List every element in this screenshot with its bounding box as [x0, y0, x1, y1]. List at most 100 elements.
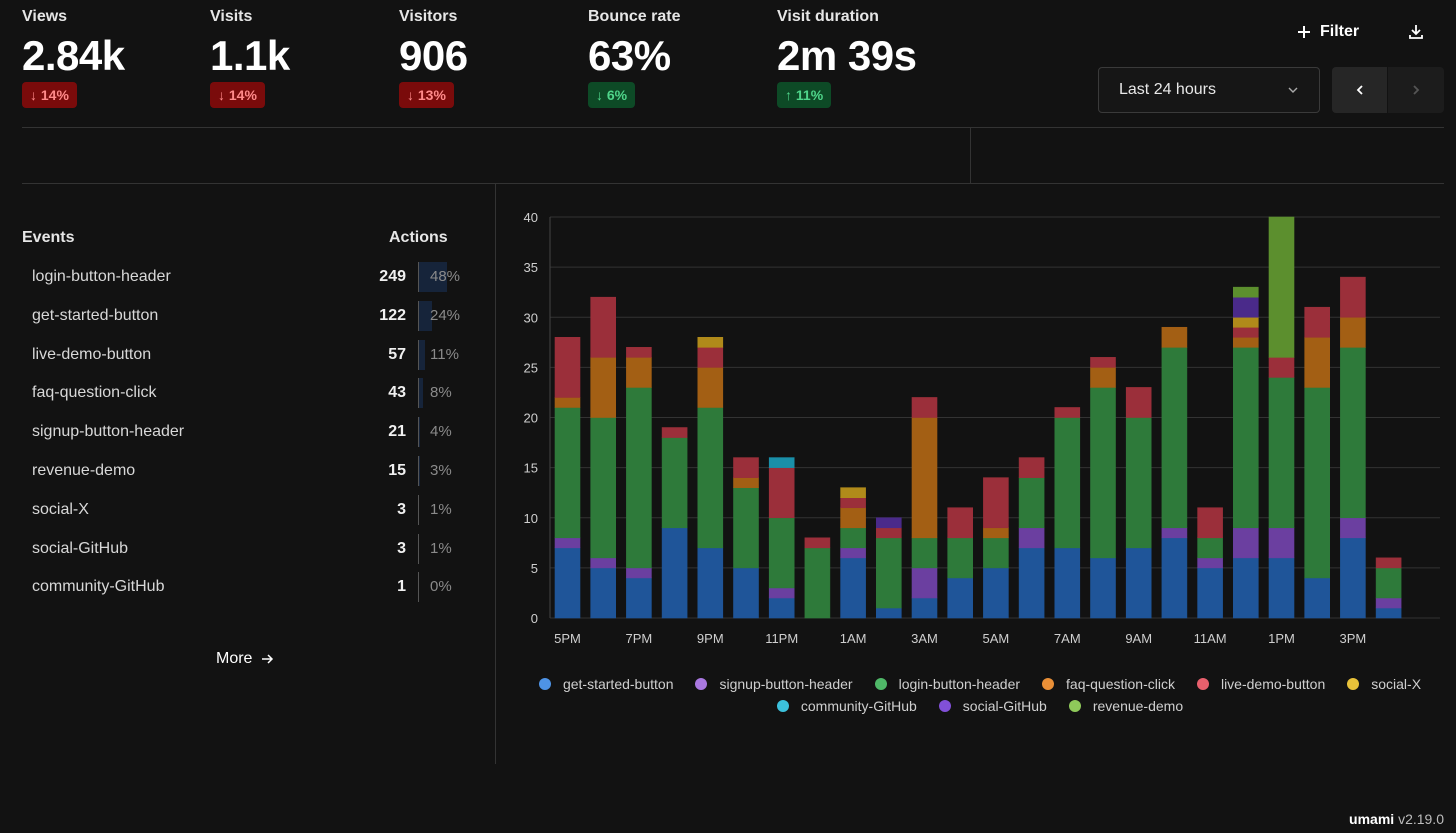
bar-segment: [1054, 407, 1081, 418]
y-tick-label: 25: [524, 360, 538, 375]
bar-segment: [1125, 387, 1152, 418]
event-row[interactable]: live-demo-button 57 11%: [22, 338, 472, 372]
event-share-bar: [418, 339, 425, 370]
y-tick-label: 15: [524, 461, 538, 476]
legend-item[interactable]: get-started-button: [538, 676, 674, 692]
x-tick-label: 5AM: [983, 631, 1010, 646]
bar-segment: [697, 407, 724, 549]
date-range-select[interactable]: Last 24 hours: [1098, 67, 1320, 113]
legend-swatch: [1347, 678, 1360, 690]
event-row[interactable]: revenue-demo 15 3%: [22, 454, 472, 488]
legend-swatch: [1042, 678, 1055, 690]
event-share-bar: [418, 262, 447, 292]
bar-segment: [590, 357, 616, 418]
legend-item[interactable]: social-GitHub: [938, 698, 1047, 714]
legend-swatch: [1068, 700, 1081, 712]
metric-bounce-rate: Bounce rate 63% ↓ 6%: [588, 8, 680, 108]
event-row[interactable]: community-GitHub 1 0%: [22, 570, 472, 604]
bar-segment: [626, 357, 652, 388]
event-row[interactable]: signup-button-header 21 4%: [22, 415, 472, 449]
bar-segment: [1304, 306, 1331, 338]
bar-segment: [1232, 337, 1259, 348]
bar-segment: [733, 457, 759, 478]
y-tick-label: 40: [524, 210, 538, 225]
legend-label: revenue-demo: [1092, 698, 1184, 714]
arrow-down-icon: ↓: [30, 87, 37, 103]
x-tick-label: 9AM: [1125, 631, 1152, 646]
bar-segment: [1161, 537, 1188, 619]
metric-visitors: Visitors 906 ↓ 13%: [399, 8, 468, 108]
event-row[interactable]: social-GitHub 3 1%: [22, 532, 472, 566]
bar-segment: [733, 487, 759, 569]
event-row[interactable]: social-X 3 1%: [22, 493, 472, 527]
event-name: faq-question-click: [32, 384, 157, 402]
event-share-bar: [418, 533, 419, 564]
plus-icon: [1298, 26, 1310, 38]
bar-segment: [1340, 537, 1366, 619]
bar-segment: [733, 477, 759, 488]
x-tick-label: 3AM: [911, 631, 938, 646]
bar-segment: [1090, 387, 1116, 559]
bar-segment: [1268, 357, 1295, 378]
event-share-bar: [418, 572, 419, 603]
x-tick-label: 5PM: [554, 631, 581, 646]
bar-segment: [1018, 547, 1045, 619]
bar-segment: [1232, 326, 1259, 338]
legend-item[interactable]: signup-button-header: [695, 676, 853, 692]
legend-item[interactable]: live-demo-button: [1196, 676, 1325, 692]
legend-item[interactable]: community-GitHub: [776, 698, 917, 714]
bar-segment: [554, 537, 581, 549]
bar-segment: [626, 577, 652, 619]
event-count: 249: [379, 268, 406, 285]
bar-segment: [626, 347, 652, 358]
next-period-button[interactable]: [1388, 67, 1444, 113]
metric-change: 6%: [606, 87, 628, 103]
legend-swatch: [874, 678, 887, 690]
x-tick-label: 11AM: [1194, 631, 1227, 646]
legend-item[interactable]: faq-question-click: [1042, 676, 1175, 692]
bar-segment: [554, 397, 581, 408]
event-row[interactable]: faq-question-click 43 8%: [22, 376, 472, 410]
bar-segment: [1197, 507, 1223, 539]
bar-segment: [1054, 417, 1081, 549]
event-percent: 3%: [430, 462, 452, 479]
bar-segment: [911, 537, 938, 569]
event-row[interactable]: login-button-header 249 48%: [22, 260, 472, 294]
bar-segment: [768, 457, 795, 468]
legend-swatch: [695, 678, 708, 690]
event-count: 3: [397, 539, 406, 557]
download-button[interactable]: [1402, 18, 1430, 46]
prev-period-button[interactable]: [1332, 67, 1388, 113]
legend-label: get-started-button: [562, 676, 674, 692]
filter-label: Filter: [1320, 23, 1360, 40]
legend-item[interactable]: revenue-demo: [1068, 698, 1184, 714]
event-percent: 4%: [430, 423, 452, 441]
bar-segment: [768, 597, 795, 619]
filter-button[interactable]: Filter: [1296, 18, 1359, 46]
bar-segment: [875, 517, 902, 529]
date-nav: [1332, 67, 1444, 113]
bar-segment: [840, 507, 866, 529]
metric-views: Views 2.84k ↓ 14%: [22, 8, 125, 108]
app-version: v2.19.0: [1398, 811, 1444, 827]
bar-segment: [1018, 457, 1045, 478]
bar-segment: [554, 337, 581, 398]
metric-label: Visitors: [399, 8, 458, 25]
event-share-bar: [418, 494, 419, 525]
event-row[interactable]: get-started-button 122 24%: [22, 299, 472, 333]
more-button[interactable]: More: [216, 650, 274, 668]
bar-segment: [697, 347, 724, 368]
metrics-bar: Views 2.84k ↓ 14% Visits 1.1k ↓ 14% Visi…: [22, 0, 1072, 128]
legend-item[interactable]: login-button-header: [874, 676, 1020, 692]
bar-segment: [1268, 216, 1295, 358]
bar-segment: [1304, 387, 1331, 579]
legend-item[interactable]: social-X: [1347, 676, 1421, 692]
metric-label: Bounce rate: [588, 8, 681, 25]
event-percent: 24%: [430, 306, 461, 324]
bar-segment: [1090, 357, 1116, 368]
event-name: signup-button-header: [32, 423, 185, 441]
x-tick-label: 1PM: [1268, 631, 1295, 646]
x-tick-label: 11PM: [765, 631, 798, 646]
legend-label: social-GitHub: [962, 698, 1047, 714]
event-count: 21: [388, 423, 406, 441]
